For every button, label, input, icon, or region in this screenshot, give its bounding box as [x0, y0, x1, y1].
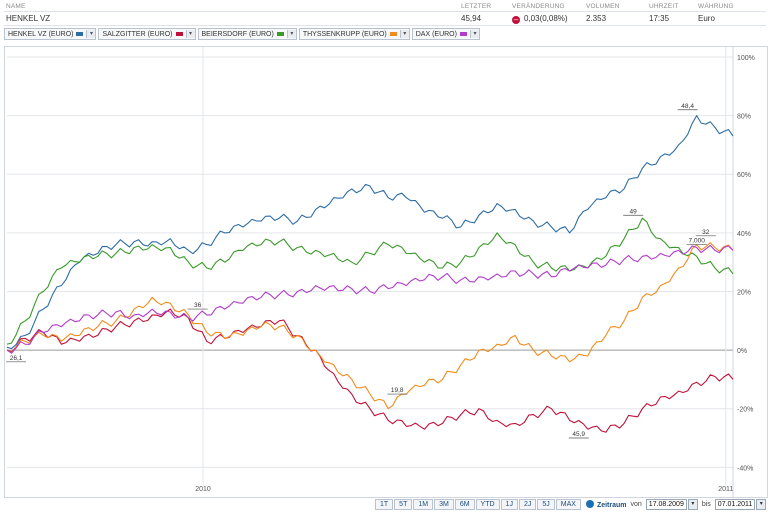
chevron-down-icon[interactable]: ▾	[86, 30, 96, 38]
annotation-label: 45,9	[572, 431, 585, 438]
legend-label: SALZGITTER (EURO)	[102, 30, 173, 38]
series-line	[6, 242, 734, 410]
legend-item-dax[interactable]: DAX (EURO) ▾	[411, 28, 480, 40]
line-chart: 100% 80% 60% 40% 20% 0% -20% -40% 2010 2011 48,4 49…	[6, 47, 755, 497]
range-3m-button[interactable]: 3M	[434, 498, 454, 510]
col-waehrung: WÄHRUNG	[698, 3, 734, 10]
range-5j-button[interactable]: 5J	[537, 498, 555, 510]
y-tick-label: -40%	[737, 465, 753, 472]
range-toolbar: 1T 5T 1M 3M 6M YTD 1J 2J 5J MAX Zeitraum…	[375, 498, 767, 510]
legend-item-thyssenkrupp[interactable]: THYSSENKRUPP (EURO) ▾	[298, 28, 410, 40]
series-line	[6, 217, 734, 345]
range-max-button[interactable]: MAX	[555, 498, 581, 510]
col-volumen: VOLUMEN	[586, 3, 620, 10]
legend-item-beiersdorf[interactable]: BEIERSDORF (EURO) ▾	[197, 28, 297, 40]
range-1m-button[interactable]: 1M	[413, 498, 434, 510]
annotation-label: 7,000	[689, 238, 706, 245]
header-divider-bottom	[4, 25, 766, 26]
legend-label: THYSSENKRUPP (EURO)	[302, 30, 387, 38]
annotation-label: 49	[630, 208, 638, 215]
swatch-icon	[459, 32, 467, 36]
col-name: NAME	[6, 3, 26, 10]
swatch-icon	[276, 32, 284, 36]
y-tick-label: 0%	[737, 348, 747, 355]
legend-label: DAX (EURO)	[415, 30, 457, 38]
y-tick-label: 100%	[737, 55, 755, 62]
range-1j-button[interactable]: 1J	[500, 498, 518, 510]
chart-area[interactable]: 100% 80% 60% 40% 20% 0% -20% -40% 2010 2011 48,4 49…	[4, 46, 768, 498]
legend-label: HENKEL VZ (EURO)	[8, 30, 74, 38]
zeitraum-label: Zeitraum	[585, 499, 627, 509]
quote-header: NAME LETZTER VERÄNDERUNG VOLUMEN UHRZEIT…	[0, 0, 770, 26]
volume-value: 2.353	[586, 14, 607, 23]
annotation-label: 48,4	[681, 103, 694, 110]
series-line	[6, 308, 734, 433]
to-date-picker-icon[interactable]: ▾	[756, 498, 767, 510]
range-6m-button[interactable]: 6M	[454, 498, 475, 510]
swatch-icon	[175, 32, 183, 36]
annotation-label: 36	[194, 302, 202, 309]
from-date-picker-icon[interactable]: ▾	[687, 498, 698, 510]
y-tick-label: 80%	[737, 114, 751, 121]
bis-label: bis	[701, 500, 711, 508]
chevron-down-icon[interactable]: ▾	[185, 30, 195, 38]
legend-item-henkel[interactable]: HENKEL VZ (EURO) ▾	[4, 28, 97, 40]
legend: HENKEL VZ (EURO) ▾ SALZGITTER (EURO) ▾ BEI…	[4, 28, 480, 40]
calendar-icon	[585, 499, 594, 508]
col-uhrzeit: UHRZEIT	[649, 3, 679, 10]
series-line	[6, 244, 734, 354]
x-tick-label: 2011	[718, 486, 733, 493]
swatch-icon	[76, 32, 84, 36]
von-label: von	[630, 500, 642, 508]
change-value: –0,03(0,08%)	[512, 14, 568, 24]
annotation-label: 32	[702, 229, 710, 236]
swatch-icon	[389, 32, 397, 36]
y-tick-label: 20%	[737, 289, 751, 296]
chevron-down-icon[interactable]: ▾	[399, 30, 409, 38]
y-tick-label: 40%	[737, 231, 751, 238]
time-value: 17:35	[649, 14, 670, 23]
col-veraenderung: VERÄNDERUNG	[512, 3, 565, 10]
legend-item-salzgitter[interactable]: SALZGITTER (EURO) ▾	[98, 28, 196, 40]
change-text: 0,03(0,08%)	[524, 14, 568, 23]
range-ytd-button[interactable]: YTD	[475, 498, 500, 510]
minus-icon: –	[512, 15, 520, 24]
range-2j-button[interactable]: 2J	[518, 498, 537, 510]
range-1t-button[interactable]: 1T	[375, 498, 394, 510]
currency-value: Euro	[698, 14, 715, 23]
chevron-down-icon[interactable]: ▾	[469, 30, 479, 38]
chevron-down-icon[interactable]: ▾	[286, 30, 296, 38]
series-line	[6, 115, 734, 350]
range-5t-button[interactable]: 5T	[394, 498, 413, 510]
header-divider	[4, 11, 766, 12]
to-date-input[interactable]: 07.01.2011	[714, 498, 756, 510]
from-date-input[interactable]: 17.08.2009	[645, 498, 687, 510]
last-price: 45,94	[461, 14, 482, 23]
stock-name-link[interactable]: HENKEL VZ	[6, 14, 51, 23]
zeitraum-text: Zeitraum	[596, 501, 627, 509]
x-tick-label: 2010	[195, 486, 211, 493]
y-tick-label: -20%	[737, 407, 753, 414]
col-letzter: LETZTER	[461, 3, 492, 10]
annotation-label: 19,8	[391, 387, 404, 394]
y-tick-label: 60%	[737, 172, 751, 179]
legend-label: BEIERSDORF (EURO)	[201, 30, 274, 38]
annotation-label: 26,1	[10, 355, 23, 362]
